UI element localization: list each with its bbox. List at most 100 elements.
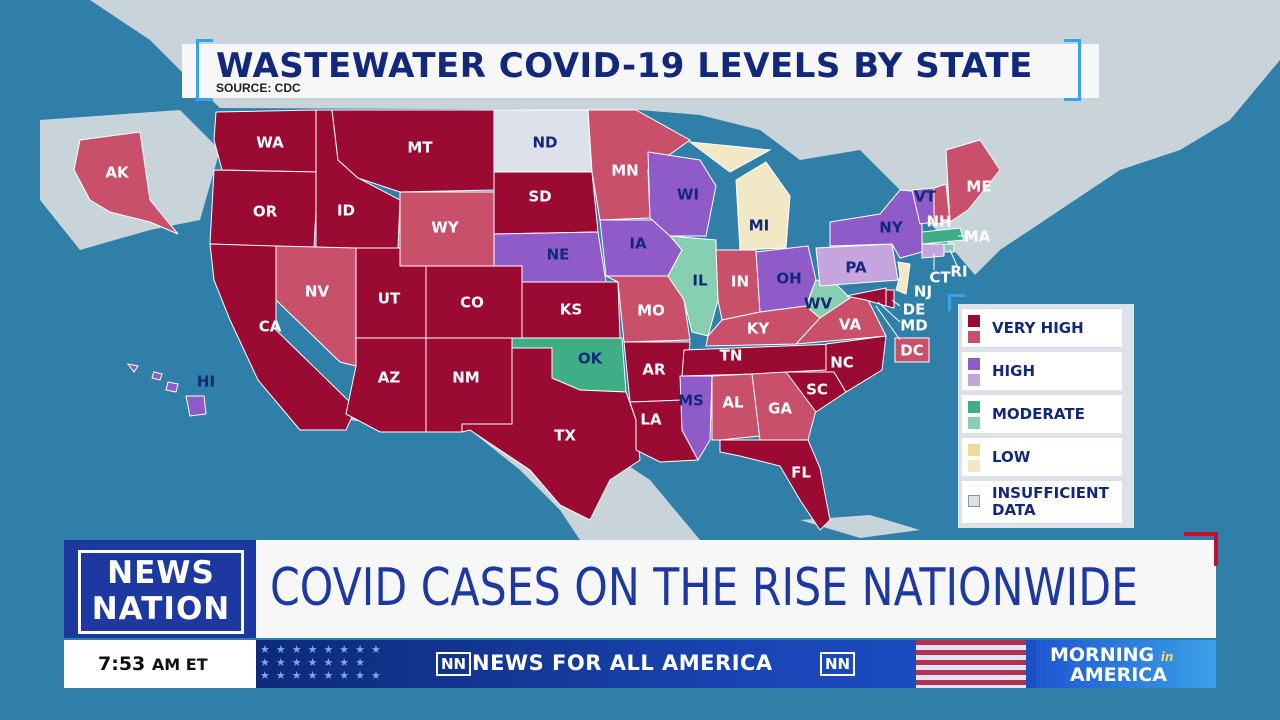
state-label-wa: WA xyxy=(256,134,284,152)
state-label-ky: KY xyxy=(747,320,771,338)
headline-bar: COVID CASES ON THE RISE NATIONWIDE xyxy=(256,540,1216,638)
state-label-ms: MS xyxy=(678,392,704,410)
state-label-wy: WY xyxy=(431,219,460,237)
legend: VERY HIGH HIGH MODERATE LOW INSUFFICIENT… xyxy=(958,304,1134,528)
state-label-ga: GA xyxy=(768,400,792,418)
legend-item-low: LOW xyxy=(962,438,1122,476)
state-mi xyxy=(688,141,791,251)
nn-badge-right: NN xyxy=(820,652,856,676)
state-label-co: CO xyxy=(460,294,484,312)
state-label-tx: TX xyxy=(554,427,576,445)
state-label-sd: SD xyxy=(528,188,551,206)
state-nj xyxy=(895,261,911,295)
state-label-vt: VT xyxy=(914,188,937,206)
state-label-pa: PA xyxy=(845,259,867,277)
state-label-ca: CA xyxy=(259,318,282,336)
state-label-ne: NE xyxy=(547,246,570,264)
state-label-nh: NH xyxy=(926,213,951,231)
state-label-mn: MN xyxy=(611,162,638,180)
cuba-land xyxy=(800,515,920,538)
state-label-nd: ND xyxy=(532,134,557,152)
show-in-text: in xyxy=(1160,650,1174,664)
legend-swatch xyxy=(968,401,980,413)
state-label-in: IN xyxy=(731,273,749,291)
state-ga xyxy=(751,371,817,441)
state-label-ct: CT xyxy=(929,269,951,287)
state-label-mt: MT xyxy=(407,139,433,157)
state-tx xyxy=(461,347,641,521)
morning-in-america-logo: MORNING in AMERICA xyxy=(1036,640,1216,688)
state-label-sc: SC xyxy=(806,381,828,399)
legend-item-high: HIGH xyxy=(962,352,1122,390)
state-label-ok: OK xyxy=(578,350,604,368)
title-bracket-left xyxy=(196,39,213,101)
state-label-nj: NJ xyxy=(914,283,932,301)
legend-bracket xyxy=(948,294,965,311)
legend-swatch xyxy=(968,374,980,386)
logo-line-news: NEWS xyxy=(107,555,215,591)
state-label-mo: MO xyxy=(637,302,665,320)
legend-swatch xyxy=(968,331,980,343)
state-label-il: IL xyxy=(692,272,708,290)
legend-item-insufficient: INSUFFICIENT DATA xyxy=(962,481,1122,523)
nn-badge-left: NN xyxy=(436,652,472,676)
legend-item-very-high: VERY HIGH xyxy=(962,309,1122,347)
title-bracket-right xyxy=(1064,39,1081,101)
legend-item-moderate: MODERATE xyxy=(962,395,1122,433)
state-label-az: AZ xyxy=(378,369,401,387)
state-label-fl: FL xyxy=(791,464,811,482)
flag-stripes-decoration xyxy=(916,640,1026,688)
state-labels: WA OR CA ID NV MT WY UT AZ CO NM ND SD N… xyxy=(105,134,991,482)
red-corner-accent xyxy=(1184,532,1218,566)
state-ri xyxy=(943,243,955,253)
state-label-ak: AK xyxy=(105,164,130,182)
state-de xyxy=(885,289,895,309)
map-title: WASTEWATER COVID-19 LEVELS BY STATE xyxy=(216,46,1033,86)
state-label-la: LA xyxy=(640,411,662,429)
logo-line-nation: NATION xyxy=(91,591,231,627)
headline-text: COVID CASES ON THE RISE NATIONWIDE xyxy=(270,558,1139,618)
state-ct xyxy=(921,243,945,259)
state-label-dc: DC xyxy=(900,342,923,360)
state-label-or: OR xyxy=(253,203,278,221)
title-card: WASTEWATER COVID-19 LEVELS BY STATE SOUR… xyxy=(182,44,1099,98)
states-layer xyxy=(73,109,1001,531)
state-label-me: ME xyxy=(966,178,991,196)
clock-suffix: AM ET xyxy=(151,655,208,674)
state-label-wi: WI xyxy=(677,186,699,204)
state-label-ri: RI xyxy=(950,263,967,281)
state-label-al: AL xyxy=(722,394,744,412)
legend-swatch xyxy=(968,460,980,472)
show-line2: AMERICA xyxy=(1070,664,1167,686)
logo-frame: NEWS NATION xyxy=(78,550,244,634)
stars-decoration: ★★★★★★★★ ★★★★★★★ ★★★★★★★★ xyxy=(260,644,387,682)
state-label-id: ID xyxy=(337,202,355,220)
state-wi xyxy=(647,151,717,237)
clock-time: 7:53 xyxy=(98,653,146,675)
state-label-mi: MI xyxy=(749,217,770,235)
state-ms xyxy=(679,375,713,462)
state-label-ar: AR xyxy=(642,361,666,379)
state-dc xyxy=(894,337,930,363)
clock: 7:53 AM ET xyxy=(98,653,208,675)
legend-label: VERY HIGH xyxy=(992,319,1084,337)
state-label-de: DE xyxy=(903,301,926,319)
state-label-md: MD xyxy=(900,317,927,335)
state-label-tn: TN xyxy=(720,347,743,365)
state-hi xyxy=(126,363,207,417)
state-label-ia: IA xyxy=(629,235,647,253)
legend-label: MODERATE xyxy=(992,405,1085,423)
state-nv xyxy=(275,245,357,367)
legend-swatch xyxy=(968,444,980,456)
mexico-land xyxy=(300,400,700,540)
state-pa xyxy=(815,243,899,287)
legend-swatch xyxy=(968,315,980,327)
show-line1: MORNING in xyxy=(1050,644,1173,666)
state-label-va: VA xyxy=(839,316,862,334)
legend-swatch xyxy=(968,495,980,507)
state-wv xyxy=(805,279,851,319)
legend-label: HIGH xyxy=(992,362,1036,380)
state-label-nv: NV xyxy=(305,283,330,301)
state-label-nm: NM xyxy=(452,369,479,387)
state-md xyxy=(845,287,887,307)
